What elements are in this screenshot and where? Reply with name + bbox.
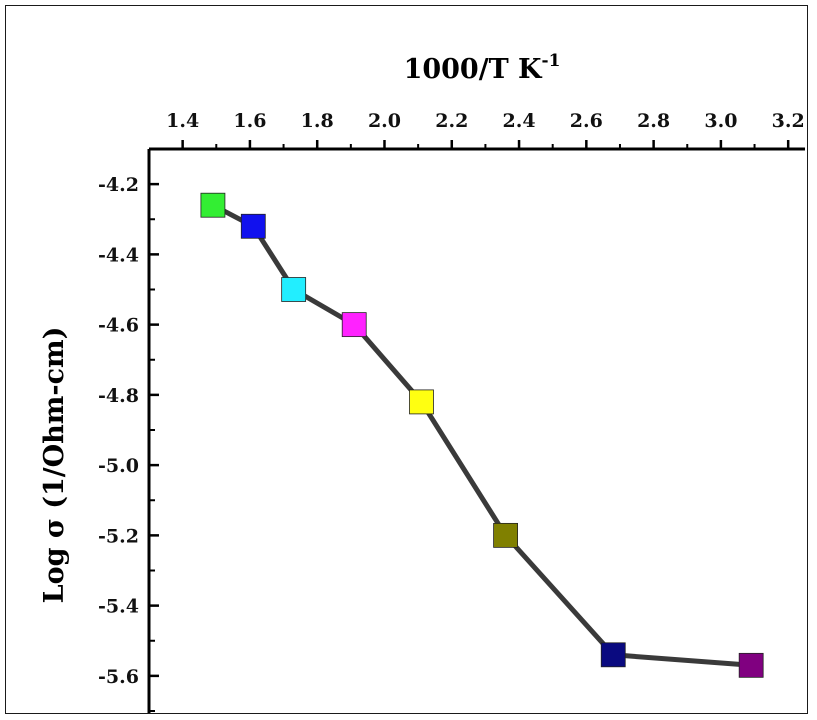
data-markers [200, 192, 764, 678]
chart-frame: 1.4 1.6 1.8 2.0 2.2 2.4 2.6 2.8 3.0 3.2 -4.2 -4.4 -4… [5, 5, 808, 714]
x-axis-title: 1000/T K-1 [404, 51, 561, 85]
conductivity-chart: 1.4 1.6 1.8 2.0 2.2 2.4 2.6 2.8 3.0 3.2 -4.2 -4.4 -4… [39, 51, 805, 713]
data-point-marker [240, 213, 266, 239]
x-tick-label: 1.8 [301, 110, 334, 132]
x-tick-label: 1.4 [166, 110, 199, 132]
y-tick-label: -4.4 [98, 244, 139, 266]
x-tick-label: 2.0 [368, 110, 401, 132]
data-point-marker [200, 192, 226, 218]
x-tick-label: 3.0 [704, 110, 737, 132]
y-tick-label: -4.2 [98, 174, 139, 196]
series-line [210, 202, 754, 668]
axis-ticks [149, 140, 790, 712]
data-point-marker [409, 389, 434, 415]
x-tick-label: 2.6 [570, 110, 603, 132]
x-axis-title-superscript: -1 [542, 51, 561, 71]
y-tick-label: -5.6 [98, 666, 139, 688]
x-tick-label: 3.2 [772, 110, 805, 132]
data-point-marker [738, 652, 764, 678]
data-point-marker [600, 642, 626, 668]
data-point-marker [341, 312, 367, 338]
x-tick-label: 2.8 [637, 110, 670, 132]
y-tick-label: -5.2 [98, 525, 139, 547]
y-axis-title: Log σ (1/Ohm-cm) [39, 327, 70, 604]
y-tick-label: -5.0 [98, 455, 139, 477]
data-point-marker [493, 522, 518, 548]
y-tick-label: -4.6 [98, 315, 139, 337]
y-tick-label: -5.4 [98, 596, 139, 618]
y-tick-label: -4.8 [98, 385, 139, 407]
x-axis-title-text: 1000/T K [404, 54, 543, 85]
x-tick-label: 1.6 [233, 110, 266, 132]
x-tick-label: 2.4 [503, 110, 536, 132]
x-tick-label: 2.2 [435, 110, 468, 132]
axis-tick-labels: 1.4 1.6 1.8 2.0 2.2 2.4 2.6 2.8 3.0 3.2 -4.2 -4.4 -4… [98, 110, 805, 688]
data-point-marker [281, 277, 307, 302]
